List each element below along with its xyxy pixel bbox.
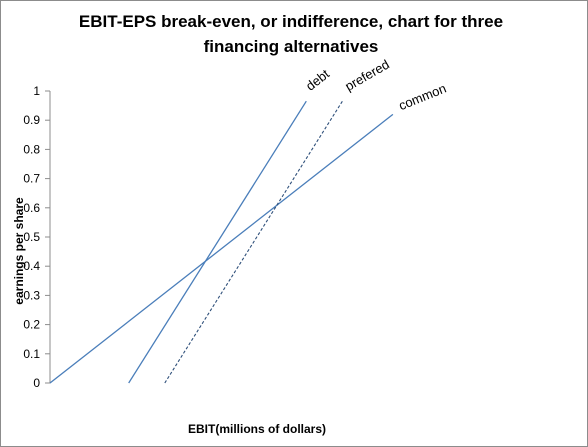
y-tick-label: 0.9: [23, 113, 40, 127]
series-label-common: common: [396, 81, 448, 114]
y-tick-label: 0: [33, 376, 40, 390]
series-label-prefered: prefered: [342, 57, 391, 94]
series-labels: common debt prefered: [303, 57, 448, 114]
series-label-debt: debt: [303, 66, 332, 94]
y-tick-label: 0.5: [23, 230, 40, 244]
series-lines: [49, 100, 394, 384]
y-tick-label: 0.2: [23, 318, 40, 332]
y-tick-label: 0.4: [23, 259, 40, 273]
chart-title: EBIT-EPS break-even, or indifference, ch…: [78, 12, 504, 56]
series-line-debt: [128, 100, 307, 384]
y-tick-label: 0.6: [23, 201, 40, 215]
y-ticks: 0 0.1 0.2 0.3 0.4 0.5 0.6 0.7 0.8 0.9 1: [23, 84, 50, 390]
series-line-prefered: [164, 100, 343, 384]
y-tick-label: 0.8: [23, 142, 40, 156]
series-line-common: [49, 113, 394, 384]
y-tick-label: 1: [33, 84, 40, 98]
y-tick-label: 0.3: [23, 288, 40, 302]
y-tick-label: 0.1: [23, 347, 40, 361]
x-axis-label: EBIT(millions of dollars): [188, 422, 327, 436]
y-tick-label: 0.7: [23, 172, 40, 186]
